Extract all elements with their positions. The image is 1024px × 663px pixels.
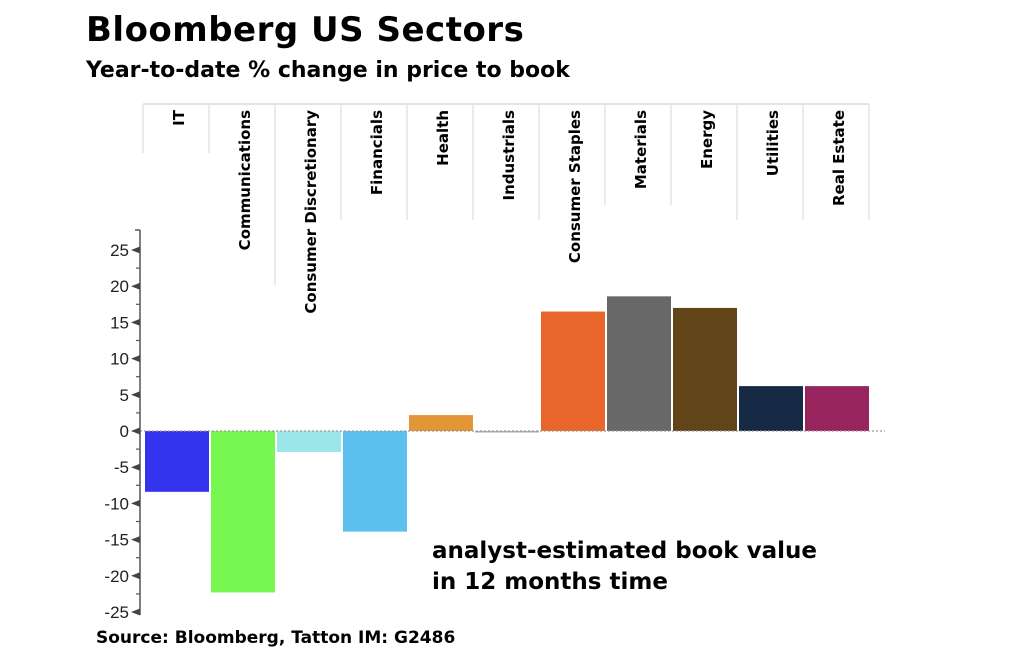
- bar-real-estate: [805, 386, 869, 431]
- bar-consumer-discretionary: [277, 431, 341, 452]
- chart-annotation: analyst-estimated book value in 12 month…: [432, 536, 817, 598]
- y-major-tick: [131, 355, 140, 363]
- y-major-tick: [131, 318, 140, 326]
- category-label: Real Estate: [830, 110, 848, 206]
- y-major-tick: [131, 536, 140, 544]
- category-header-grid: [142, 103, 870, 285]
- bar-financials: [343, 431, 407, 532]
- y-tick-label: 25: [110, 241, 129, 260]
- y-tick-label: -15: [104, 531, 129, 550]
- annotation-line-2: in 12 months time: [432, 569, 668, 595]
- y-tick-label: 0: [120, 422, 129, 441]
- category-label: Communications: [236, 110, 254, 250]
- chart-title: Bloomberg US Sectors: [86, 10, 525, 50]
- y-major-tick: [131, 391, 140, 399]
- bar-it: [145, 431, 209, 492]
- bar-utilities: [739, 386, 803, 431]
- y-tick-label: -20: [104, 567, 129, 586]
- bar-materials: [607, 296, 671, 431]
- bar-industrials: [475, 431, 539, 433]
- bar-consumer-staples: [541, 311, 605, 431]
- y-major-tick: [131, 427, 140, 435]
- y-tick-label: -5: [114, 458, 129, 477]
- category-label: Health: [434, 110, 452, 166]
- category-label: Financials: [368, 110, 386, 195]
- category-labels: IT Communications Consumer Discretionary Fi…: [170, 109, 848, 313]
- category-label: Consumer Discretionary: [302, 110, 320, 314]
- y-tick-label: 15: [110, 313, 129, 332]
- category-label: Materials: [632, 110, 650, 189]
- y-tick-label: 20: [110, 277, 129, 296]
- chart-subtitle: Year-to-date % change in price to book: [86, 58, 570, 83]
- annotation-line-1: analyst-estimated book value: [432, 538, 817, 564]
- bar-health: [409, 415, 473, 431]
- y-tick-label: 10: [110, 350, 129, 369]
- source-note: Source: Bloomberg, Tatton IM: G2486: [96, 628, 456, 648]
- category-label: Industrials: [500, 110, 518, 201]
- y-major-tick: [131, 608, 140, 616]
- y-tick-label: -25: [104, 603, 129, 622]
- y-major-tick: [131, 282, 140, 290]
- y-major-tick: [131, 499, 140, 507]
- y-tick-label: 5: [120, 386, 129, 405]
- bars: [145, 296, 869, 593]
- category-label: Energy: [698, 110, 716, 169]
- category-label: Utilities: [764, 110, 782, 176]
- y-major-tick: [131, 572, 140, 580]
- category-label: Consumer Staples: [566, 110, 584, 263]
- bar-energy: [673, 307, 737, 431]
- y-major-tick: [131, 246, 140, 254]
- y-tick-label: -10: [104, 494, 129, 513]
- category-label: IT: [170, 109, 188, 126]
- y-axis: 25 20 15 10 5 0 -5 -10 -15 -20 -25: [104, 229, 141, 622]
- bar-communications: [211, 431, 275, 593]
- y-major-tick: [131, 463, 140, 471]
